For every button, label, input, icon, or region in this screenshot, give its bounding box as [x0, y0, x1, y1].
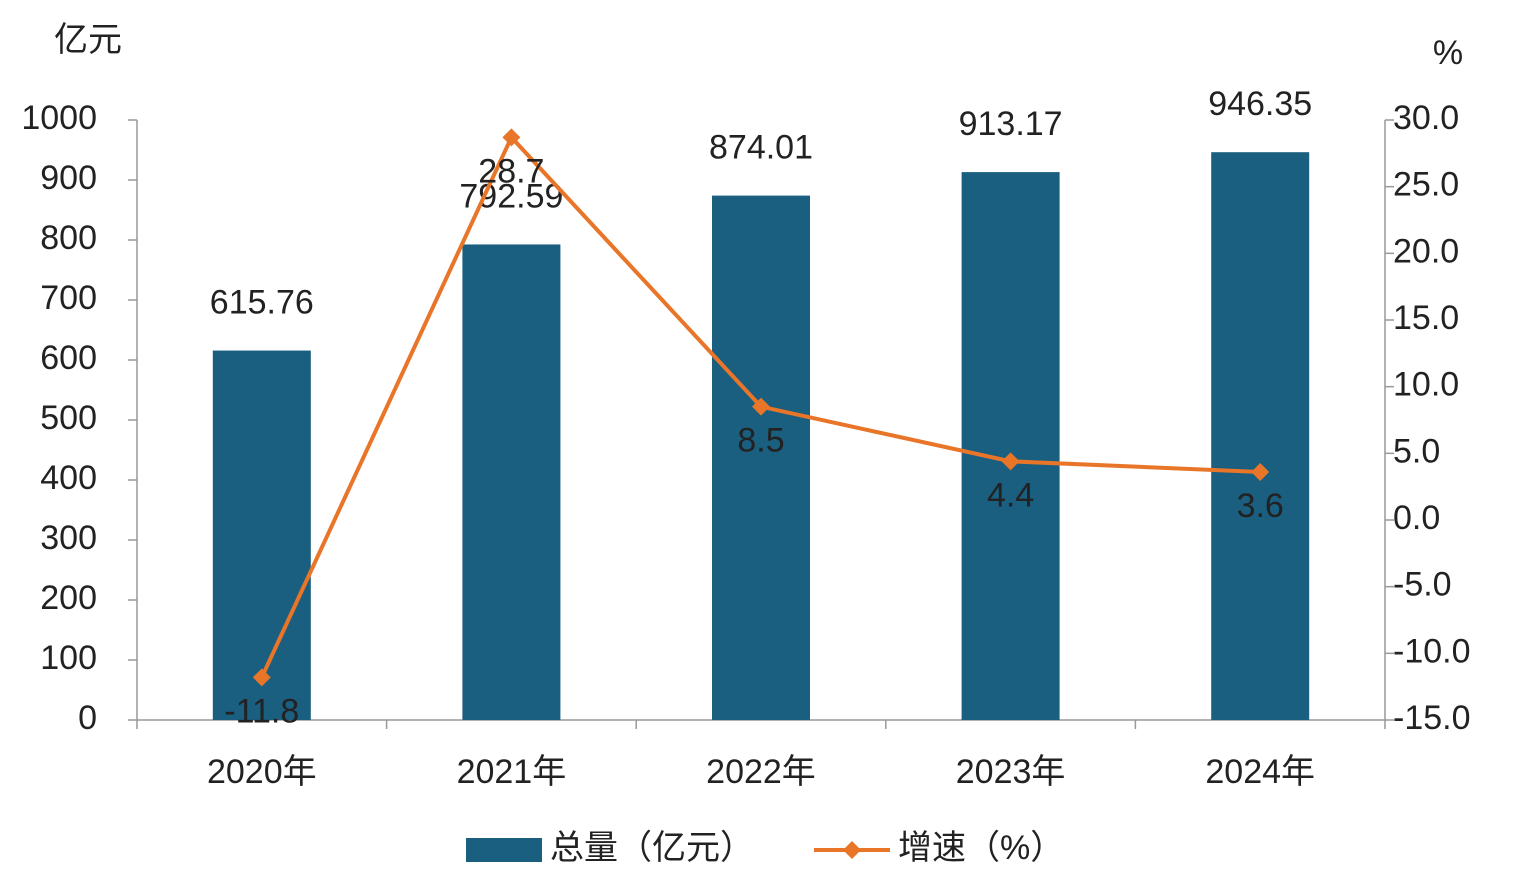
bar	[961, 172, 1060, 720]
y-tick-label: 300	[40, 519, 97, 557]
y2-tick-label: 20.0	[1393, 232, 1459, 270]
bar	[212, 350, 311, 720]
x-tick-label: 2022年	[706, 753, 816, 791]
legend-label: 总量（亿元）	[550, 829, 754, 867]
y2-tick-label: -10.0	[1393, 632, 1471, 670]
y2-tick-label: -15.0	[1393, 699, 1471, 737]
line-value-label: 28.7	[478, 152, 544, 190]
y-tick-label: 800	[40, 219, 97, 257]
line-value-label: 4.4	[987, 476, 1034, 514]
bar	[712, 195, 810, 720]
y2-tick-label: 5.0	[1393, 432, 1440, 470]
y-tick-label: 900	[40, 159, 97, 197]
x-tick-label: 2021年	[457, 753, 567, 791]
y-tick-label: 0	[78, 699, 97, 737]
y-tick-label: 500	[40, 399, 97, 437]
y2-tick-label: 0.0	[1393, 499, 1440, 537]
line-value-label: 3.6	[1237, 487, 1284, 525]
legend-swatch	[466, 838, 542, 862]
y-tick-label: 400	[40, 459, 97, 497]
y2-tick-label: -5.0	[1393, 566, 1452, 604]
x-tick-label: 2024年	[1205, 753, 1315, 791]
y-tick-label: 600	[40, 339, 97, 377]
line-marker	[252, 668, 271, 687]
line-marker	[1001, 452, 1020, 471]
y2-tick-label: 25.0	[1393, 166, 1459, 204]
y2-axis-label: %	[1433, 34, 1463, 72]
y-tick-label: 100	[40, 639, 97, 677]
y2-tick-label: 30.0	[1393, 99, 1459, 137]
y2-tick-label: 10.0	[1393, 366, 1459, 404]
line-value-label: 8.5	[737, 422, 784, 460]
line-value-label: -11.8	[224, 692, 299, 730]
line-marker	[752, 397, 770, 416]
bar-value-label: 913.17	[959, 105, 1063, 143]
y-tick-label: 1000	[21, 99, 97, 137]
x-tick-label: 2020年	[207, 753, 317, 791]
y2-tick-label: 15.0	[1393, 299, 1459, 337]
bar	[462, 244, 561, 721]
line-marker	[502, 128, 521, 147]
bar	[1211, 152, 1310, 720]
line-marker	[1251, 463, 1270, 481]
bar-value-label: 946.35	[1208, 85, 1312, 123]
y-tick-label: 700	[40, 279, 97, 317]
x-tick-label: 2023年	[956, 753, 1066, 791]
bar-value-label: 615.76	[210, 284, 314, 322]
y-tick-label: 200	[40, 579, 97, 617]
bar-value-label: 874.01	[709, 129, 813, 167]
legend-label: 增速（%）	[898, 829, 1064, 867]
y-axis-label: 亿元	[54, 21, 122, 59]
legend-marker	[843, 841, 861, 859]
